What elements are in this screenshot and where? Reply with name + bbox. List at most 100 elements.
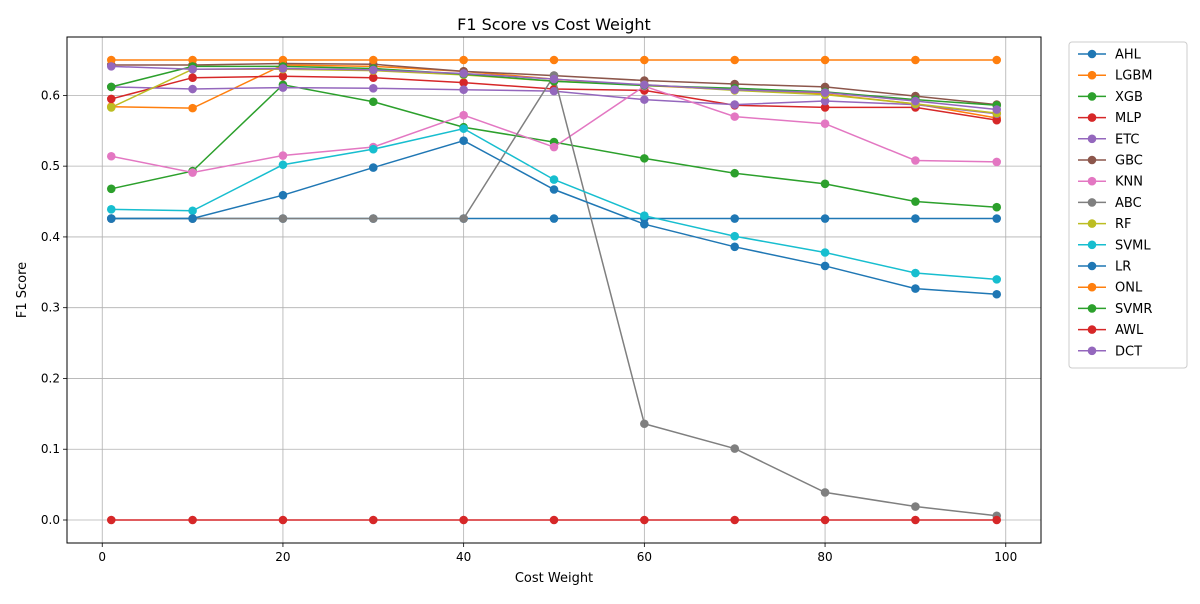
data-point-xgb bbox=[368, 97, 378, 107]
legend-label: GBC bbox=[1115, 154, 1143, 169]
legend-item: SVML bbox=[1078, 238, 1151, 253]
data-point-abc bbox=[640, 419, 649, 429]
data-point-dct bbox=[730, 85, 740, 95]
series-dct bbox=[106, 62, 1002, 114]
data-point-onl bbox=[368, 55, 378, 65]
legend-marker bbox=[1087, 261, 1097, 271]
data-point-lr bbox=[278, 190, 288, 200]
data-point-svml bbox=[640, 211, 649, 220]
data-point-onl bbox=[730, 55, 740, 65]
legend-marker bbox=[1087, 219, 1097, 228]
legend-item: AWL bbox=[1078, 323, 1144, 338]
data-point-mlp bbox=[992, 115, 1002, 125]
legend-item: MLP bbox=[1078, 111, 1141, 126]
legend-item: KNN bbox=[1078, 175, 1143, 190]
data-point-awl bbox=[549, 515, 559, 525]
legend-marker bbox=[1087, 113, 1097, 122]
data-point-xgb bbox=[911, 197, 920, 206]
data-point-onl bbox=[188, 55, 197, 65]
legend-label: SVML bbox=[1115, 238, 1151, 253]
data-point-awl bbox=[278, 515, 288, 525]
legend-marker bbox=[1087, 155, 1097, 165]
y-tick-label: 0.2 bbox=[41, 371, 60, 385]
data-point-onl bbox=[640, 55, 649, 65]
data-point-abc bbox=[278, 214, 288, 223]
series-onl bbox=[106, 55, 1002, 65]
series-svml bbox=[106, 124, 1002, 284]
data-point-dct bbox=[911, 96, 920, 106]
legend-item: ONL bbox=[1078, 281, 1143, 296]
legend-label: RF bbox=[1115, 217, 1132, 232]
legend-marker bbox=[1087, 240, 1097, 250]
plot-frame bbox=[66, 36, 1042, 544]
legend-label: XGB bbox=[1115, 90, 1143, 105]
data-point-awl bbox=[640, 515, 649, 525]
data-point-dct bbox=[106, 62, 116, 71]
data-point-mlp bbox=[106, 94, 116, 104]
data-point-svmr bbox=[106, 82, 116, 92]
legend-label: LGBM bbox=[1115, 69, 1152, 84]
legend-item: ETC bbox=[1078, 132, 1139, 147]
data-point-lr bbox=[730, 242, 740, 252]
legend-marker bbox=[1087, 49, 1097, 59]
data-point-etc bbox=[730, 100, 740, 109]
legend-label: ONL bbox=[1115, 281, 1143, 296]
data-point-knn bbox=[278, 151, 288, 160]
legend-marker bbox=[1087, 198, 1097, 207]
data-point-svml bbox=[549, 175, 559, 184]
data-point-knn bbox=[549, 142, 559, 152]
data-point-awl bbox=[911, 515, 920, 525]
legend-item: XGB bbox=[1078, 90, 1143, 105]
legend-label: ABC bbox=[1115, 196, 1142, 211]
chart-title: F1 Score vs Cost Weight bbox=[457, 15, 651, 34]
data-point-dct bbox=[549, 74, 559, 84]
data-point-dct bbox=[820, 88, 830, 97]
data-point-svml bbox=[820, 248, 830, 257]
data-point-svml bbox=[188, 206, 197, 216]
x-axis-title: Cost Weight bbox=[515, 571, 593, 586]
data-point-onl bbox=[106, 55, 116, 65]
y-tick-label: 0.4 bbox=[41, 230, 60, 244]
data-point-abc bbox=[730, 444, 740, 453]
series-lines bbox=[106, 55, 1002, 525]
y-tick-label: 0.3 bbox=[41, 301, 60, 315]
data-point-dct bbox=[992, 105, 1002, 114]
x-tick-label: 40 bbox=[456, 550, 471, 564]
data-point-xgb bbox=[992, 202, 1002, 212]
data-point-knn bbox=[911, 156, 920, 165]
legend-marker bbox=[1087, 70, 1097, 80]
data-point-awl bbox=[820, 515, 830, 525]
data-point-dct bbox=[459, 69, 468, 78]
y-tick-label: 0.0 bbox=[41, 513, 60, 527]
data-point-svml bbox=[368, 144, 378, 154]
x-tick-label: 100 bbox=[994, 550, 1017, 564]
data-point-ahl bbox=[730, 214, 740, 223]
data-point-xgb bbox=[106, 184, 116, 194]
data-point-etc bbox=[820, 96, 830, 106]
legend-label: LR bbox=[1115, 260, 1131, 275]
data-point-rf bbox=[106, 103, 116, 112]
data-point-ahl bbox=[992, 214, 1002, 223]
legend-marker bbox=[1087, 325, 1097, 334]
data-point-knn bbox=[730, 112, 740, 121]
x-tick-label: 60 bbox=[637, 550, 652, 564]
data-point-xgb bbox=[730, 168, 740, 178]
legend-label: AWL bbox=[1115, 323, 1144, 338]
data-point-xgb bbox=[820, 179, 830, 189]
data-point-knn bbox=[992, 157, 1002, 167]
data-point-mlp bbox=[820, 103, 830, 112]
data-point-svml bbox=[992, 275, 1002, 284]
data-point-svml bbox=[459, 124, 468, 133]
data-point-abc bbox=[368, 214, 378, 223]
data-point-knn bbox=[459, 110, 468, 120]
data-point-dct bbox=[640, 80, 649, 90]
legend-label: SVMR bbox=[1115, 302, 1152, 317]
legend-label: ETC bbox=[1115, 132, 1139, 147]
data-point-svml bbox=[730, 231, 740, 241]
axis-ticks: 0 20 40 60 80 100 0.0 0.1 0.2 0.3 0.4 0.5 0.6 bbox=[41, 88, 1017, 564]
x-tick-label: 80 bbox=[817, 550, 832, 564]
data-point-ahl bbox=[820, 214, 830, 223]
data-point-mlp bbox=[278, 71, 288, 81]
data-point-onl bbox=[820, 55, 830, 65]
